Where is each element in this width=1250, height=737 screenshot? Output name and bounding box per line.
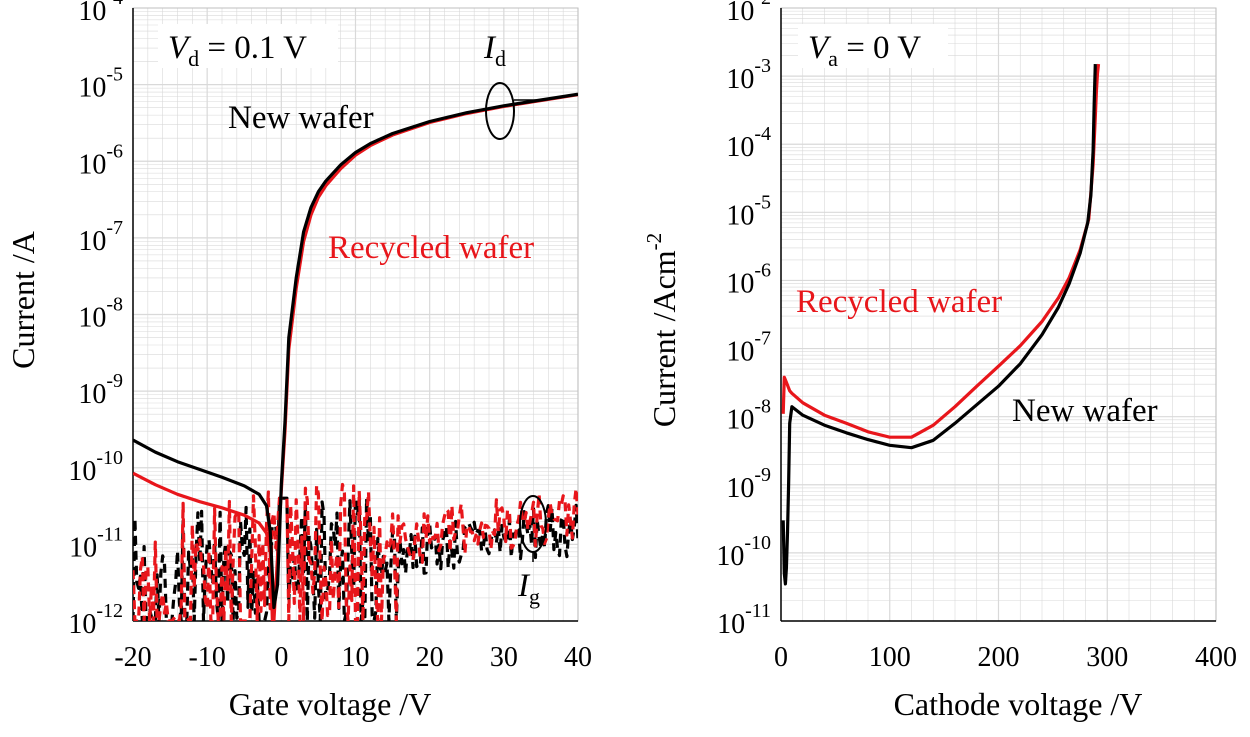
y-tick-label: 10-11 — [717, 600, 771, 640]
y-tick-label: 10-11 — [69, 523, 123, 563]
x-tick-label: 10 — [342, 642, 370, 673]
x-axis-label: Gate voltage /V — [229, 686, 432, 722]
y-tick-label: 10-2 — [726, 0, 771, 27]
x-tick-label: 0 — [274, 642, 288, 673]
x-tick-label: 100 — [869, 642, 911, 673]
x-tick-label: 300 — [1086, 642, 1128, 673]
y-tick-label: 10-6 — [726, 259, 771, 299]
y-tick-label: 10-4 — [78, 0, 123, 27]
x-tick-label: -20 — [114, 642, 151, 673]
y-tick-label: 10-6 — [78, 140, 123, 180]
left-chart-panel: 10-1210-1110-1010-910-810-710-610-510-4-… — [5, 0, 592, 722]
right-chart-panel: 10-11 10-10 10-9 10-8 10-7 10-6 10-5 10-4 10-3 10… — [642, 0, 1237, 722]
new-wafer-label: New wafer — [1012, 393, 1158, 429]
id-label: Id — [483, 30, 506, 71]
y-tick-label: 10-5 — [78, 64, 123, 104]
y-tick-label: 10-7 — [78, 217, 123, 257]
new-wafer-label: New wafer — [228, 100, 374, 136]
x-tick-label: 30 — [490, 642, 518, 673]
x-tick-label: 40 — [564, 642, 592, 673]
condition-label-bg — [158, 24, 338, 68]
y-tick-label: 10-9 — [78, 370, 123, 410]
plot-area — [133, 92, 578, 621]
condition-label-bg — [798, 24, 948, 68]
y-tick-label: 10-5 — [726, 191, 771, 231]
x-tick-label: 400 — [1195, 642, 1237, 673]
x-tick-label: 0 — [774, 642, 788, 673]
y-tick-label: 10-9 — [726, 464, 771, 504]
x-tick-label: -10 — [189, 642, 226, 673]
new-wafer-series-line — [133, 92, 578, 610]
y-tick-label: 10-10 — [716, 532, 771, 572]
ig-label: Ig — [517, 568, 540, 609]
x-axis-label: Cathode voltage /V — [894, 686, 1143, 722]
recycled-wafer-label: Recycled wafer — [796, 284, 1002, 320]
grid-lines — [132, 8, 579, 622]
new-wafer-series-line — [781, 64, 1097, 586]
y-tick-label: 10-7 — [726, 328, 771, 368]
condition-label: Vd = 0.1 V — [168, 30, 307, 71]
y-tick-label: 10-4 — [726, 123, 771, 163]
y-tick-label: 10-8 — [78, 294, 123, 334]
x-tick-label: 20 — [416, 642, 444, 673]
y-axis-label: Current /Acm-2 — [642, 233, 682, 427]
y-tick-label: 10-12 — [68, 600, 123, 640]
y-tick-label: 10-8 — [726, 396, 771, 436]
recycled-wafer-label: Recycled wafer — [328, 230, 534, 266]
y-tick-label: 10-3 — [726, 55, 771, 95]
condition-label: Va = 0 V — [808, 30, 921, 71]
y-axis-label: Current /A — [5, 231, 41, 369]
id-group-ellipse — [485, 82, 515, 140]
plot-area — [781, 63, 1101, 586]
recycled-wafer-series-line — [781, 63, 1101, 439]
y-tick-label: 10-10 — [68, 447, 123, 487]
x-tick-label: 200 — [978, 642, 1020, 673]
